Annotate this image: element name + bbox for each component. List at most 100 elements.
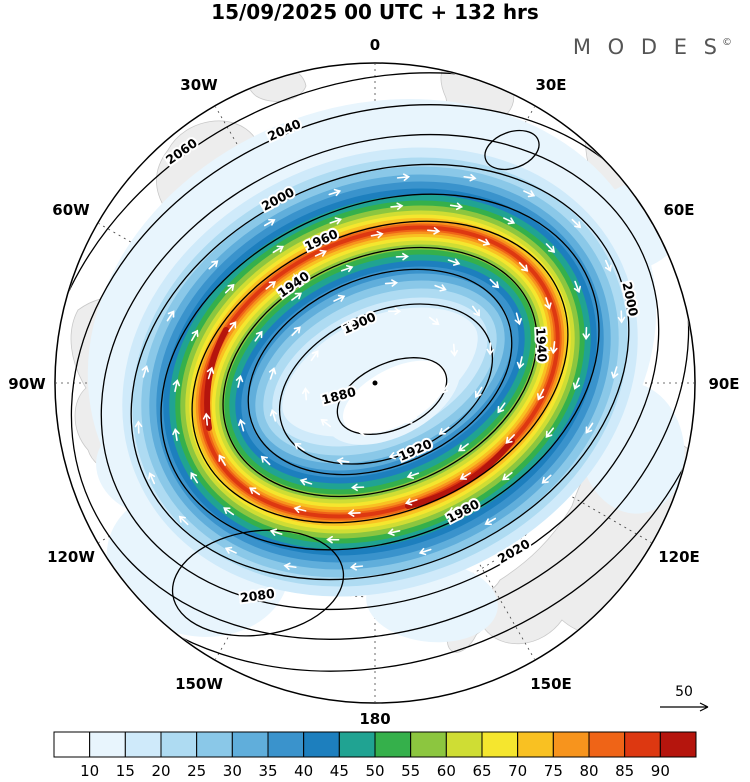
- reference-wind-arrow: 50: [660, 684, 709, 712]
- wind-arrow: [326, 535, 340, 544]
- colorbar-cell: [124, 731, 162, 758]
- wind-arrow: [447, 258, 461, 266]
- wind-arrow: [228, 321, 237, 332]
- colorbar-cell: [338, 731, 376, 758]
- colorbar-tick-label: 10: [80, 762, 99, 780]
- colorbar-tick-label: 70: [508, 762, 527, 780]
- colorbar-cell: [231, 731, 269, 758]
- wind-arrow: [406, 471, 420, 480]
- wind-arrow: [484, 517, 497, 526]
- page-title: 15/09/2025 00 UTC + 132 hrs: [211, 0, 539, 24]
- wind-arrow: [571, 218, 582, 229]
- wind-arrow: [545, 243, 556, 253]
- wind-arrow: [441, 382, 450, 394]
- wind-arrow: [134, 420, 143, 434]
- wind-arrow: [291, 292, 302, 301]
- wind-arrow: [388, 451, 402, 460]
- wind-arrow: [202, 412, 211, 426]
- wind-arrow: [172, 379, 181, 393]
- wind-arrow: [254, 330, 263, 342]
- wind-arrow: [459, 472, 472, 480]
- wind-arrow: [291, 326, 301, 337]
- wind-arrow: [301, 387, 310, 401]
- wind-arrow: [333, 294, 346, 302]
- lon-label-120e: 120E: [658, 548, 700, 566]
- contour-1960: [191, 220, 569, 524]
- wind-arrow: [248, 487, 261, 496]
- wind-arrow: [450, 343, 459, 357]
- colorbar-tick-label: 85: [615, 762, 634, 780]
- longitude-labels: 0 30E 60E 90E 120E 150E 180 150W 120W 90…: [8, 36, 739, 728]
- wind-arrow: [314, 249, 327, 257]
- wind-arrow: [329, 217, 343, 225]
- wind-speed-shading: [87, 99, 688, 643]
- wind-arrow: [611, 366, 619, 379]
- map-border-circle: [54, 62, 696, 704]
- wind-arrow: [223, 507, 235, 516]
- wind-arrow: [166, 310, 175, 322]
- colorbar-cell: [517, 731, 554, 758]
- wind-arrow: [503, 217, 516, 225]
- colorbar-cell: [445, 731, 483, 758]
- wind-arrow: [434, 284, 447, 292]
- colorbar-cell: [624, 731, 661, 758]
- lon-label-60w: 60W: [52, 201, 90, 219]
- colorbar-cell: [53, 731, 91, 758]
- wind-arrow: [544, 297, 552, 310]
- lon-label-90w: 90W: [8, 375, 46, 393]
- contour-2000: [130, 163, 630, 581]
- wind-arrow: [269, 528, 283, 536]
- lon-label-90e: 90E: [708, 375, 739, 393]
- wind-arrow: [148, 472, 156, 485]
- wind-arrow: [235, 374, 244, 388]
- wind-arrow: [269, 408, 278, 422]
- wind-arrow: [474, 386, 483, 399]
- wind-arrow: [224, 283, 235, 294]
- wind-arrow: [438, 426, 450, 435]
- contour-label: 2080: [239, 586, 276, 606]
- lon-label-60e: 60E: [663, 201, 694, 219]
- wind-arrow: [299, 478, 313, 486]
- wind-arrow: [486, 342, 495, 356]
- lon-label-30e: 30E: [535, 76, 566, 94]
- wind-arrow: [238, 418, 246, 432]
- wind-arrow: [458, 443, 469, 452]
- wind-arrow: [396, 173, 411, 182]
- wind-arrow: [293, 505, 307, 514]
- wind-arrow: [471, 305, 481, 317]
- contour-1940: [222, 246, 538, 498]
- colorbar-tick-label: 90: [651, 762, 670, 780]
- calm-center-white: [342, 360, 448, 434]
- colorbar: 10 15 20 25 30 35 40 45 50 55 60 65 70 75 80 85 90: [53, 731, 697, 780]
- wind-arrow: [418, 547, 432, 556]
- modes-logo: M O D E S©: [573, 35, 737, 59]
- lon-label-120w: 120W: [47, 548, 95, 566]
- lon-label-180: 180: [359, 710, 390, 728]
- wind-arrow: [310, 350, 319, 362]
- wind-arrow: [428, 316, 440, 326]
- colorbar-cell: [659, 731, 697, 758]
- wind-arrow: [390, 202, 404, 211]
- wind-arrow: [514, 312, 522, 326]
- colorbar-tick-label: 30: [223, 762, 242, 780]
- wind-arrow: [395, 252, 409, 261]
- wind-arrow: [387, 307, 402, 316]
- wind-arrow: [478, 238, 491, 246]
- contour-1980: [160, 193, 600, 551]
- wind-arrow: [604, 259, 612, 272]
- wind-speed-max-patch: [405, 438, 515, 509]
- wind-arrow: [370, 230, 384, 239]
- reference-arrow-value: 50: [675, 684, 693, 700]
- wind-arrow: [582, 326, 591, 341]
- contour-2020: [100, 133, 660, 611]
- contour-1900: [278, 303, 494, 465]
- wind-arrow: [351, 483, 365, 492]
- wind-arrow: [427, 227, 441, 235]
- wind-arrow: [384, 279, 399, 287]
- colorbar-cell: [267, 731, 305, 758]
- wind-arrow: [505, 434, 515, 444]
- wind-arrows: [134, 173, 626, 571]
- wind-arrow: [190, 329, 199, 342]
- colorbar-cell: [89, 731, 126, 758]
- continent-arctic-island: [247, 65, 307, 102]
